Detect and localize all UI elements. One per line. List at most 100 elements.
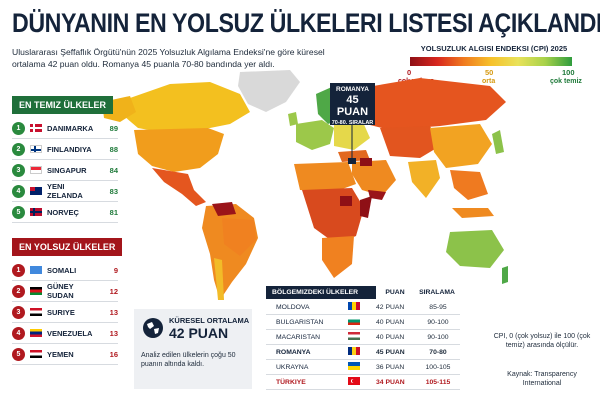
map-south-america: [202, 204, 258, 300]
legend-min: 0: [407, 68, 412, 77]
world-map: [102, 70, 508, 300]
moldova-flag-icon: [348, 302, 360, 310]
region-country: TÜRKIYE: [276, 378, 306, 386]
country-name: SURIYE: [47, 307, 75, 317]
region-points: 40 PUAN: [376, 318, 405, 326]
country-score: 12: [109, 286, 118, 296]
country-score: 81: [109, 207, 118, 217]
table-row: BULGARISTAN 40 PUAN 90-100: [266, 315, 460, 330]
somalia-flag-icon: [30, 266, 42, 274]
romania-flag-icon: [348, 347, 360, 355]
list-item: 1 SOMALI 9: [12, 260, 118, 281]
map-new-zealand: [502, 266, 508, 284]
hungary-flag-icon: [348, 332, 360, 340]
country-score: 16: [109, 349, 118, 359]
map-western-europe: [296, 120, 334, 150]
map-canada: [124, 82, 250, 132]
map-russia: [350, 78, 506, 130]
region-country: BULGARISTAN: [276, 318, 324, 326]
table-row: TÜRKIYE 34 PUAN 105-115: [266, 375, 460, 390]
region-range: 100-105: [425, 363, 451, 371]
list-item: 2 GÜNEY SUDAN 12: [12, 281, 118, 302]
map-central-africa: [302, 188, 364, 244]
region-title: BÖLGEMIZDEKI ÜLKELER: [266, 285, 376, 299]
country-name: DANIMARKA: [47, 123, 94, 133]
list-item: 4 VENEZUELA 13: [12, 323, 118, 344]
global-average-box: KÜRESEL ORTALAMA 42 PUAN Analiz edilen ü…: [134, 309, 252, 389]
region-points: 42 PUAN: [376, 303, 405, 311]
rank-number: 3: [12, 305, 25, 319]
region-points: 45 PUAN: [376, 348, 405, 356]
legend-mid-label: orta: [482, 78, 496, 85]
rank-number: 5: [12, 347, 25, 361]
map-syria: [360, 158, 372, 166]
map-usa: [134, 128, 224, 172]
region-range: 85-95: [429, 303, 447, 311]
yemen-flag-icon: [30, 350, 42, 358]
region-country: UKRAYNA: [276, 363, 309, 371]
region-points: 40 PUAN: [376, 333, 405, 341]
region-range: 105-115: [425, 378, 451, 386]
legend-mid: 50: [485, 68, 494, 77]
new-zealand-flag-icon: [30, 187, 42, 195]
map-middle-east: [352, 160, 396, 196]
table-row: MACARISTAN 40 PUAN 90-100: [266, 330, 460, 345]
country-name: VENEZUELA: [47, 328, 93, 338]
south-sudan-flag-icon: [30, 287, 42, 295]
legend-max: 100: [562, 68, 575, 77]
map-uk: [288, 112, 298, 126]
global-average-title: KÜRESEL ORTALAMA: [169, 316, 250, 325]
map-venezuela: [212, 202, 236, 216]
list-item: 3 SURIYE 13: [12, 302, 118, 323]
global-average-points: 42 PUAN: [169, 325, 229, 341]
list-item: 4 YENI ZELANDA 83: [12, 181, 118, 202]
region-table-header: BÖLGEMIZDEKI ÜLKELER PUAN SIRALAMA: [266, 284, 460, 300]
singapore-flag-icon: [30, 166, 42, 174]
region-country: MACARISTAN: [276, 333, 321, 341]
map-chile: [214, 258, 224, 300]
map-central-asia: [380, 126, 440, 158]
country-name: FINLANDIYA: [47, 144, 92, 154]
map-indonesia: [452, 208, 494, 218]
region-range: 70-80: [429, 348, 447, 356]
page-subtitle: Uluslararası Şeffaflık Örgütü'nün 2025 Y…: [12, 47, 325, 69]
map-mexico: [152, 168, 206, 206]
rank-number: 5: [12, 205, 25, 219]
callout-range: 70-80. SIRALAR: [331, 120, 374, 126]
map-southern-africa: [322, 236, 354, 278]
denmark-flag-icon: [30, 124, 42, 132]
venezuela-flag-icon: [30, 329, 42, 337]
country-name: YEMEN: [47, 349, 74, 359]
globe-icon: [143, 318, 163, 338]
map-south-sudan: [340, 196, 352, 206]
romania-callout: ROMANYA 45 PUAN 70-80. SIRALAR: [330, 83, 375, 126]
source-credit: Kaynak: Transparency International: [507, 371, 577, 387]
region-range: 90-100: [427, 318, 449, 326]
rank-number: 1: [12, 263, 25, 277]
region-country: MOLDOVA: [276, 303, 310, 311]
cleanest-list: 1 DANIMARKA 89 2 FINLANDIYA 88 3 SINGAPU…: [12, 118, 118, 223]
country-name: NORVEÇ: [47, 207, 79, 217]
col-rank: SIRALAMA: [419, 288, 455, 296]
region-country: ROMANYA: [276, 348, 311, 356]
list-item: 5 NORVEÇ 81: [12, 202, 118, 223]
table-row: UKRAYNA 36 PUAN 100-105: [266, 360, 460, 375]
legend-max-label: çok temiz: [550, 78, 582, 85]
cpi-note: CPI, 0 (çok yolsuz) ile 100 (çok temiz) …: [493, 333, 591, 349]
map-india: [408, 160, 440, 198]
map-china: [430, 124, 492, 168]
list-item: 2 FINLANDIYA 88: [12, 139, 118, 160]
rank-number: 3: [12, 163, 25, 177]
table-row: MOLDOVA 42 PUAN 85-95: [266, 300, 460, 315]
country-score: 84: [109, 165, 118, 175]
syria-flag-icon: [30, 308, 42, 316]
country-score: 13: [109, 307, 118, 317]
most-corrupt-label: EN YOLSUZ ÜLKELER: [12, 238, 123, 256]
map-north-africa: [294, 162, 356, 192]
map-southeast-asia: [450, 170, 488, 200]
country-score: 9: [113, 265, 118, 275]
map-somalia: [360, 196, 372, 218]
col-points: PUAN: [385, 288, 405, 296]
rank-number: 4: [12, 326, 25, 340]
region-range: 90-100: [427, 333, 449, 341]
